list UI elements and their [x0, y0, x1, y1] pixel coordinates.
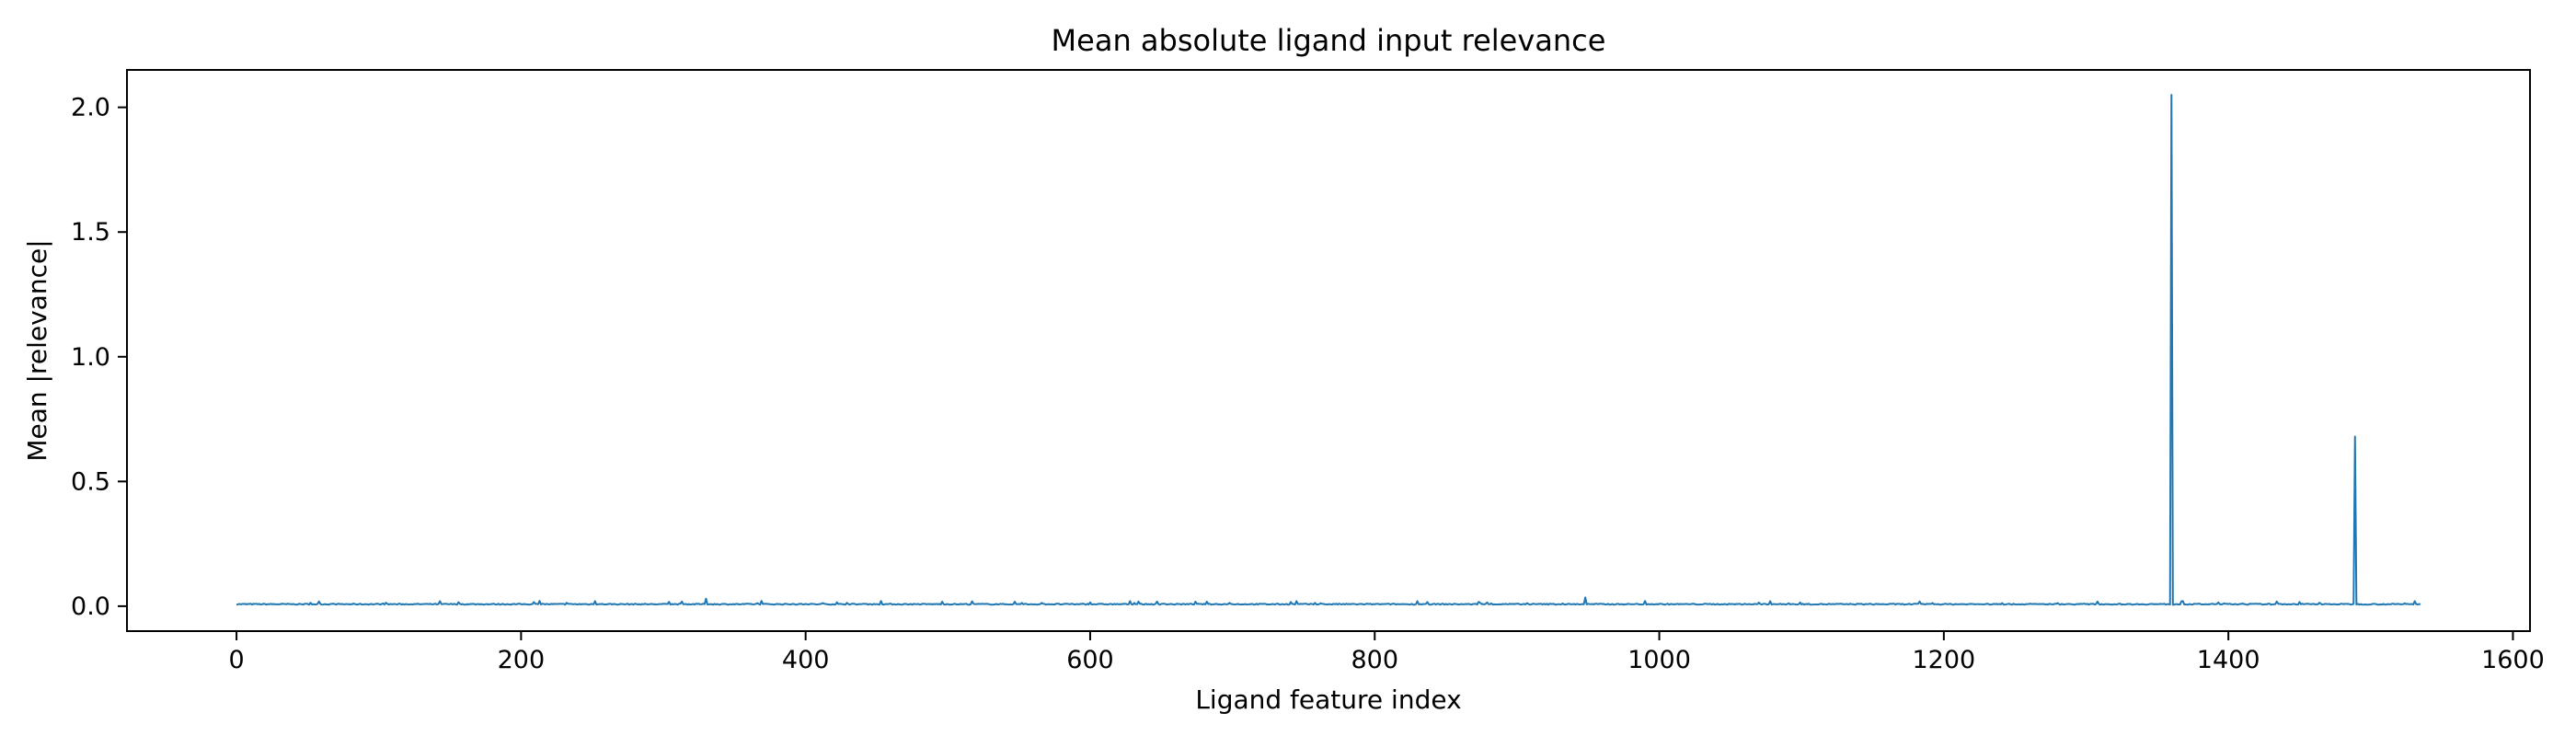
chart-title: Mean absolute ligand input relevance	[1052, 23, 1606, 58]
x-axis-label: Ligand feature index	[1195, 684, 1461, 715]
plot-frame	[126, 69, 2531, 632]
y-axis-label: Mean |relevance|	[22, 239, 52, 461]
y-tick-label: 0.0	[71, 592, 110, 621]
y-axis: 0.0 0.5 1.0 1.5 2.0	[71, 94, 127, 621]
x-tick-label: 200	[498, 646, 546, 674]
y-tick-label: 1.0	[71, 343, 110, 372]
x-tick-label: 600	[1066, 646, 1114, 674]
series-line	[236, 94, 2421, 606]
x-axis: 0 200 400 600 800 1000 1200 1400 1600	[228, 631, 2545, 674]
plot-area	[236, 94, 2421, 606]
y-tick-label: 1.5	[71, 218, 110, 247]
x-tick-label: 0	[228, 646, 244, 674]
x-tick-label: 1600	[2481, 646, 2545, 674]
x-tick-label: 1400	[2197, 646, 2260, 674]
x-tick-label: 1200	[1912, 646, 1975, 674]
x-tick-label: 1000	[1627, 646, 1691, 674]
x-tick-label: 400	[782, 646, 830, 674]
y-tick-label: 0.5	[71, 467, 110, 496]
x-tick-label: 800	[1351, 646, 1398, 674]
y-tick-label: 2.0	[71, 94, 110, 122]
